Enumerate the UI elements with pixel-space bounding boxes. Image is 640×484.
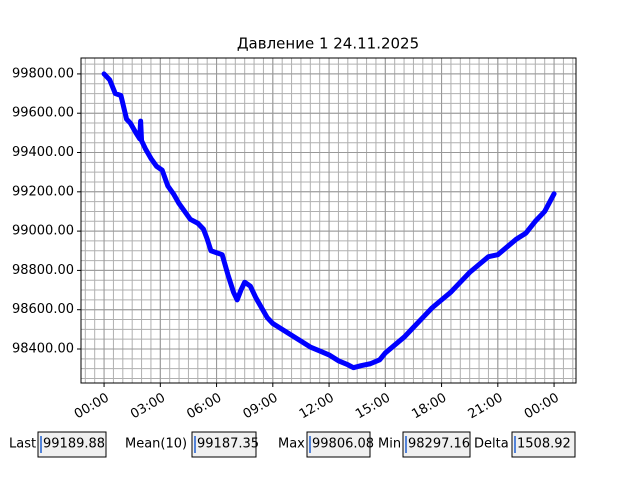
x-tick-label: 15:00 [353, 391, 393, 423]
chart-title: Давление 1 24.11.2025 [237, 35, 419, 53]
y-tick-label: 99800.00 [12, 66, 74, 81]
stat-value: 99187.35 [197, 437, 259, 452]
stat-label: Max [278, 437, 305, 452]
plot-frame [80, 57, 577, 384]
y-tick-label: 99600.00 [12, 106, 74, 121]
stat-box [306, 431, 371, 458]
stat-box [511, 431, 576, 458]
y-tick-label: 99000.00 [12, 224, 74, 239]
stat-value: 98297.16 [408, 437, 470, 452]
stat-label: Last [9, 437, 36, 452]
x-tick-label: 06:00 [184, 391, 224, 423]
stat-box [402, 431, 471, 458]
x-tick-label: 00:00 [522, 391, 562, 423]
stat-box [37, 431, 107, 458]
stat-box [191, 431, 257, 458]
stat-value: 99806.08 [312, 437, 374, 452]
x-tick-label: 12:00 [297, 391, 337, 423]
x-tick-label: 18:00 [409, 391, 449, 423]
x-tick-label: 21:00 [466, 391, 506, 423]
y-tick-label: 98400.00 [12, 342, 74, 357]
stat-value: 99189.88 [43, 437, 105, 452]
stat-label: Delta [474, 437, 509, 452]
y-tick-label: 99400.00 [12, 145, 74, 160]
stat-label: Mean(10) [125, 437, 187, 452]
y-tick-label: 99200.00 [12, 184, 74, 199]
data-line [101, 71, 557, 371]
stat-label: Min [378, 437, 401, 452]
x-tick-label: 00:00 [72, 391, 112, 423]
y-tick-label: 98600.00 [12, 302, 74, 317]
y-tick-label: 98800.00 [12, 263, 74, 278]
x-tick-label: 09:00 [241, 391, 281, 423]
stat-value: 1508.92 [517, 437, 571, 452]
x-tick-label: 03:00 [128, 391, 168, 423]
